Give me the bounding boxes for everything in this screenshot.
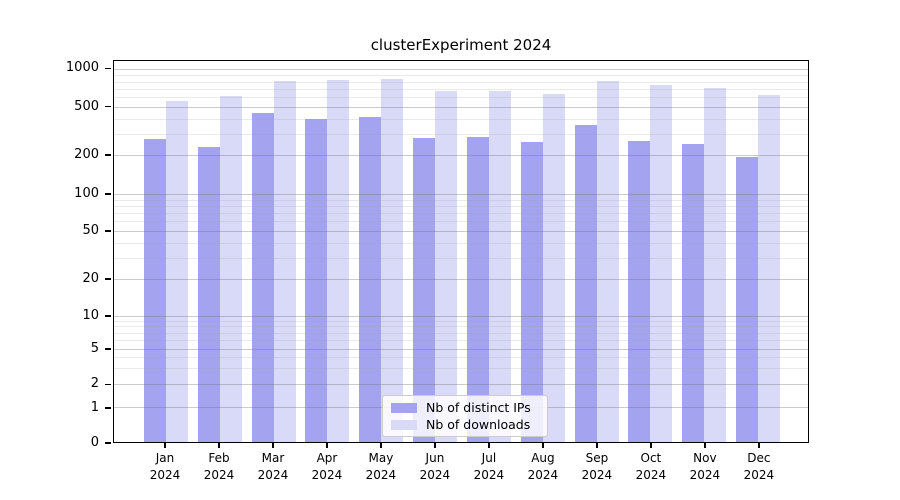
bar-group-dec [736, 61, 780, 442]
x-tick-mark-sep [596, 443, 598, 448]
x-tick-mark-apr [326, 443, 328, 448]
x-tick-label-nov: Nov 2024 [689, 451, 721, 482]
x-tick-mark-jun [434, 443, 436, 448]
bar-group-jun [413, 61, 457, 442]
legend-swatch-distinct-ips [391, 402, 417, 413]
bar-downloads-jun [435, 91, 457, 442]
x-tick-mark-nov [704, 443, 706, 448]
bar-downloads-nov [704, 87, 727, 442]
x-tick-mark-aug [542, 443, 544, 448]
bar-downloads-apr [327, 79, 350, 442]
legend-item-downloads: Nb of downloads [391, 417, 539, 432]
x-tick-label-jan: Jan 2024 [149, 451, 181, 482]
bar-distinct-ips-sep [574, 125, 597, 442]
y-tick-mark-10 [105, 315, 111, 317]
x-tick-label-dec: Dec 2024 [743, 451, 775, 482]
y-tick-label-500: 500 [74, 98, 99, 114]
y-tick-mark-50 [105, 230, 111, 232]
y-tick-mark-200 [105, 154, 111, 156]
legend-label-distinct-ips: Nb of distinct IPs [426, 400, 531, 415]
x-axis: Jan 2024 Feb 2024 Mar 2024 Apr 2024 May 2024 Jun 20… [113, 443, 809, 499]
x-tick-label-sep: Sep 2024 [581, 451, 613, 482]
y-tick-label-100: 100 [74, 186, 99, 202]
bar-group-nov [682, 61, 727, 442]
bar-distinct-ips-may [359, 117, 382, 442]
y-tick-label-5: 5 [90, 341, 99, 357]
bar-downloads-jan [165, 100, 188, 442]
y-tick-mark-2 [105, 383, 111, 386]
bar-group-oct [628, 61, 673, 442]
x-tick-mark-may [380, 443, 382, 448]
x-tick-label-aug: Aug 2024 [527, 451, 559, 482]
bar-downloads-dec [758, 95, 780, 442]
legend-item-distinct-ips: Nb of distinct IPs [391, 400, 539, 415]
y-tick-label-50: 50 [82, 222, 99, 238]
plot-area: Nb of distinct IPs Nb of downloads [113, 60, 809, 443]
x-tick-label-may: May 2024 [365, 451, 397, 482]
bar-distinct-ips-jun [413, 137, 435, 442]
bar-downloads-mar [273, 81, 296, 442]
y-tick-mark-1 [105, 407, 111, 409]
bars-layer [114, 61, 808, 442]
y-tick-label-1000: 1000 [65, 60, 99, 76]
y-tick-mark-5 [105, 348, 111, 350]
y-tick-label-1: 1 [90, 399, 99, 415]
bar-distinct-ips-dec [736, 157, 758, 442]
bar-distinct-ips-apr [305, 119, 328, 442]
y-tick-label-0: 0 [90, 435, 99, 450]
bar-distinct-ips-mar [251, 113, 274, 442]
bar-downloads-aug [542, 94, 565, 442]
bar-downloads-jul [488, 91, 511, 442]
x-tick-label-jun: Jun 2024 [419, 451, 451, 482]
bar-group-jan [143, 61, 188, 442]
bar-group-aug [520, 61, 565, 442]
x-tick-label-feb: Feb 2024 [203, 451, 235, 482]
x-tick-mark-jan [164, 443, 166, 448]
x-tick-mark-feb [218, 443, 220, 448]
bar-group-mar [251, 61, 296, 442]
y-tick-label-2: 2 [90, 376, 99, 392]
legend-swatch-downloads [391, 419, 417, 430]
y-tick-mark-20 [105, 278, 111, 280]
bar-distinct-ips-jan [143, 138, 166, 442]
bar-group-apr [305, 61, 350, 442]
bar-downloads-may [381, 78, 404, 442]
y-tick-mark-500 [105, 105, 111, 108]
x-tick-mark-mar [272, 443, 274, 448]
x-tick-mark-jul [488, 443, 490, 448]
x-tick-mark-oct [650, 443, 652, 448]
bar-distinct-ips-oct [628, 140, 651, 442]
x-tick-label-oct: Oct 2024 [635, 451, 667, 482]
bar-group-feb [197, 61, 242, 442]
x-tick-mark-dec [758, 443, 760, 448]
chart-title: clusterExperiment 2024 [370, 36, 552, 54]
bar-distinct-ips-jul [466, 136, 489, 442]
y-tick-mark-100 [105, 193, 111, 195]
legend-label-downloads: Nb of downloads [426, 417, 531, 432]
y-tick-mark-0 [105, 442, 111, 444]
x-tick-label-jul: Jul 2024 [473, 451, 505, 482]
bar-distinct-ips-aug [520, 141, 543, 442]
bar-downloads-oct [650, 84, 673, 442]
bar-group-may [359, 61, 404, 442]
y-tick-label-200: 200 [74, 146, 99, 162]
bar-distinct-ips-nov [682, 143, 705, 442]
bar-group-jul [466, 61, 511, 442]
x-tick-label-mar: Mar 2024 [257, 451, 289, 482]
bar-distinct-ips-feb [197, 147, 220, 442]
bar-downloads-sep [596, 80, 619, 442]
y-axis: 1000 500 200 100 50 20 10 5 2 1 0 [0, 60, 113, 450]
legend: Nb of distinct IPs Nb of downloads [382, 395, 548, 437]
bar-group-sep [574, 61, 619, 442]
y-tick-mark-1000 [105, 67, 111, 70]
y-tick-label-20: 20 [82, 271, 99, 287]
y-tick-label-10: 10 [82, 307, 99, 323]
bar-downloads-feb [219, 95, 242, 442]
x-tick-label-apr: Apr 2024 [311, 451, 343, 482]
